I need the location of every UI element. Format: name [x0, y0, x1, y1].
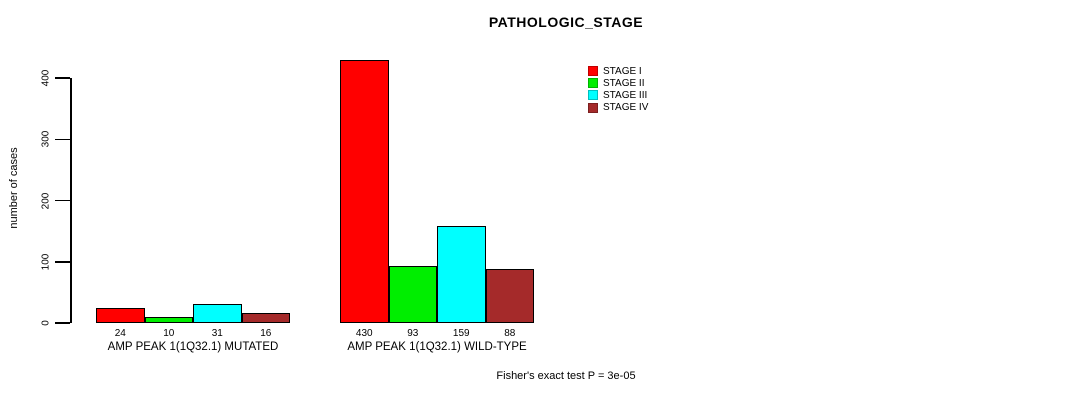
- legend-item: STAGE II: [588, 77, 648, 89]
- legend-label: STAGE I: [603, 65, 642, 77]
- legend-item: STAGE IV: [588, 102, 648, 114]
- legend-swatch: [588, 78, 598, 89]
- bar-value-label: 159: [452, 328, 470, 339]
- bar-stage-i: [340, 59, 389, 323]
- bar-value-label: 10: [163, 328, 175, 339]
- y-axis-tick-label: 0: [40, 320, 52, 326]
- group-label: AMP PEAK 1(1Q32.1) MUTATED: [107, 341, 279, 353]
- bar-stage-iv: [485, 269, 534, 323]
- y-axis-tick: [55, 138, 70, 140]
- y-axis-line: [70, 78, 72, 323]
- y-axis-tick-label: 100: [40, 253, 52, 271]
- legend: STAGE I STAGE II STAGE III STAGE IV: [588, 65, 648, 114]
- legend-label: STAGE III: [603, 89, 648, 101]
- bar-stage-iii: [437, 225, 486, 323]
- legend-swatch: [588, 90, 598, 101]
- legend-item: STAGE I: [588, 65, 648, 77]
- legend-label: STAGE II: [603, 77, 645, 89]
- bar-value-label: 93: [407, 328, 419, 339]
- bar-value-label: 16: [260, 328, 272, 339]
- legend-swatch: [588, 66, 598, 77]
- bar-value-label: 430: [355, 328, 373, 339]
- legend-swatch: [588, 102, 598, 113]
- y-axis-tick: [55, 261, 70, 263]
- group-label: AMP PEAK 1(1Q32.1) WILD-TYPE: [347, 341, 527, 353]
- legend-label: STAGE IV: [603, 102, 649, 114]
- y-axis-tick: [55, 322, 70, 324]
- y-axis-tick-label: 300: [40, 130, 52, 148]
- y-axis-tick-label: 400: [40, 69, 52, 87]
- bar-stage-ii: [144, 316, 193, 323]
- y-axis-tick: [55, 199, 70, 202]
- bar-stage-ii: [388, 266, 437, 323]
- bar-value-label: 24: [114, 328, 126, 339]
- fisher-test-annotation: Fisher's exact test P = 3e-05: [496, 370, 636, 382]
- bar-value-label: 88: [504, 328, 516, 339]
- y-axis-tick: [55, 77, 70, 79]
- legend-item: STAGE III: [588, 89, 648, 101]
- bar-stage-i: [96, 308, 145, 323]
- bar-stage-iv: [241, 313, 290, 323]
- bar-stage-iii: [193, 304, 242, 323]
- y-axis-tick-label: 200: [40, 192, 52, 209]
- bar-value-label: 31: [211, 328, 223, 339]
- y-axis-label: number of cases: [8, 147, 20, 229]
- chart-title: PATHOLOGIC_STAGE: [488, 14, 644, 30]
